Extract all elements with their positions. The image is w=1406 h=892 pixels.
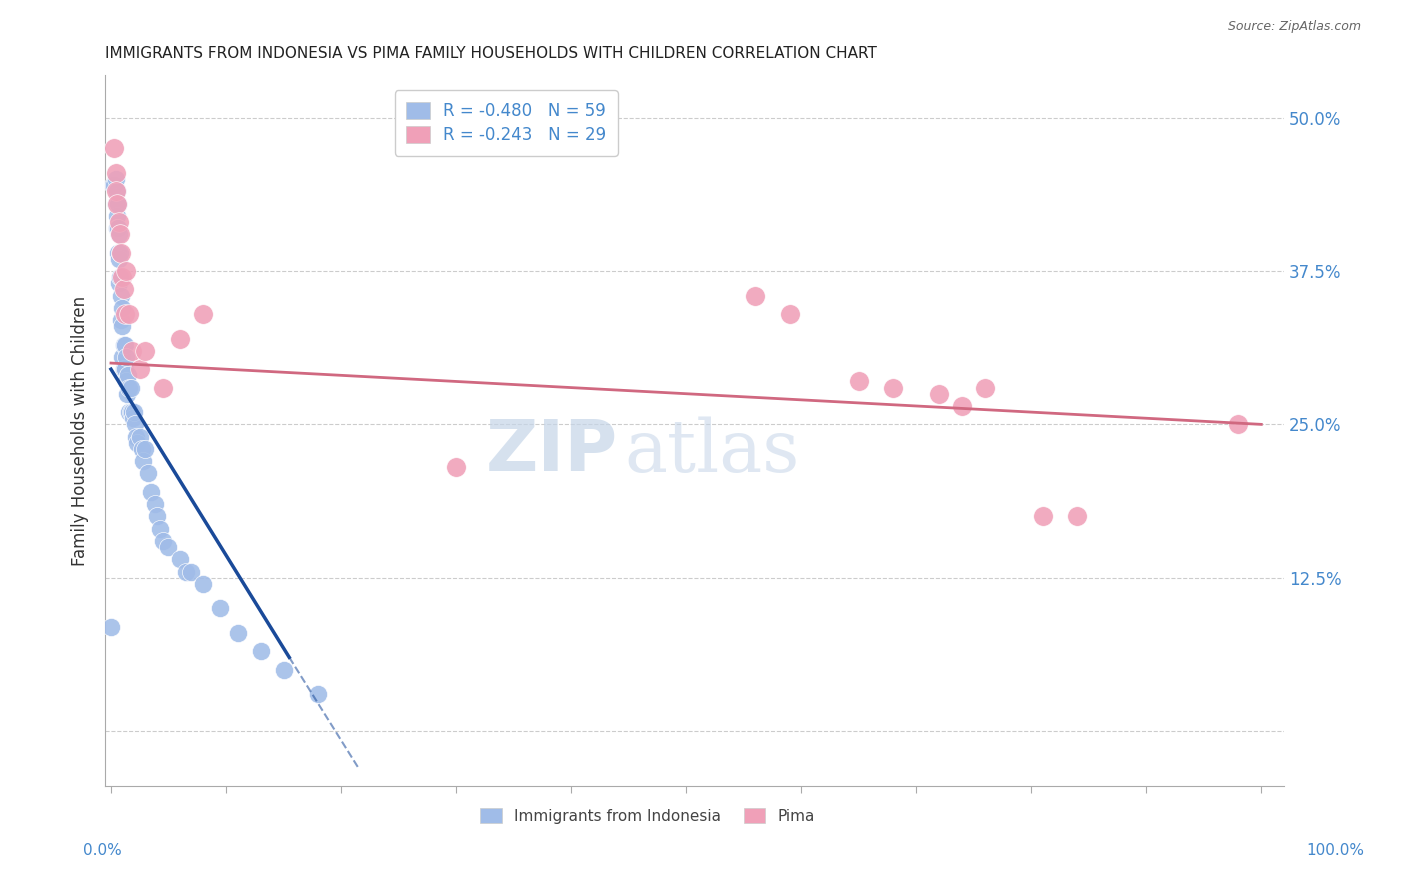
Text: 100.0%: 100.0% bbox=[1306, 843, 1365, 858]
Point bbox=[100, 620, 122, 634]
Point bbox=[108, 277, 131, 291]
Point bbox=[149, 522, 172, 536]
Point bbox=[209, 601, 232, 615]
Point bbox=[928, 386, 950, 401]
Point bbox=[127, 435, 149, 450]
Point bbox=[115, 264, 138, 278]
Point bbox=[124, 417, 146, 432]
Point bbox=[169, 552, 191, 566]
Point bbox=[125, 430, 148, 444]
Point bbox=[121, 405, 143, 419]
Point bbox=[104, 172, 127, 186]
Point bbox=[110, 313, 132, 327]
Point bbox=[157, 540, 180, 554]
Point bbox=[111, 270, 134, 285]
Point bbox=[120, 405, 142, 419]
Point bbox=[143, 497, 166, 511]
Point bbox=[114, 307, 136, 321]
Point bbox=[108, 252, 131, 266]
Point bbox=[128, 430, 150, 444]
Point bbox=[134, 343, 156, 358]
Point bbox=[882, 381, 904, 395]
Point bbox=[121, 411, 143, 425]
Point bbox=[152, 533, 174, 548]
Point bbox=[121, 343, 143, 358]
Point bbox=[848, 375, 870, 389]
Point bbox=[117, 368, 139, 383]
Point bbox=[103, 178, 125, 193]
Point bbox=[128, 362, 150, 376]
Point bbox=[105, 209, 128, 223]
Point bbox=[110, 245, 132, 260]
Point bbox=[134, 442, 156, 456]
Text: Source: ZipAtlas.com: Source: ZipAtlas.com bbox=[1227, 20, 1361, 33]
Point bbox=[107, 221, 129, 235]
Point bbox=[105, 221, 128, 235]
Point bbox=[107, 245, 129, 260]
Point bbox=[122, 405, 145, 419]
Point bbox=[141, 484, 163, 499]
Point bbox=[191, 307, 214, 321]
Point bbox=[104, 196, 127, 211]
Text: ZIP: ZIP bbox=[486, 417, 619, 486]
Point bbox=[105, 196, 128, 211]
Point bbox=[114, 362, 136, 376]
Point bbox=[180, 565, 202, 579]
Point bbox=[146, 509, 169, 524]
Point bbox=[110, 288, 132, 302]
Point bbox=[104, 166, 127, 180]
Point bbox=[111, 301, 134, 315]
Point bbox=[115, 350, 138, 364]
Point bbox=[111, 350, 134, 364]
Point bbox=[108, 227, 131, 242]
Legend: Immigrants from Indonesia, Pima: Immigrants from Indonesia, Pima bbox=[474, 802, 821, 830]
Point bbox=[136, 467, 159, 481]
Point bbox=[118, 405, 141, 419]
Point bbox=[1066, 509, 1088, 524]
Point bbox=[152, 381, 174, 395]
Point bbox=[174, 565, 197, 579]
Y-axis label: Family Households with Children: Family Households with Children bbox=[72, 295, 89, 566]
Point bbox=[112, 362, 135, 376]
Point bbox=[118, 381, 141, 395]
Point bbox=[108, 215, 131, 229]
Text: 0.0%: 0.0% bbox=[83, 843, 122, 858]
Point bbox=[950, 399, 973, 413]
Point bbox=[118, 307, 141, 321]
Point bbox=[779, 307, 801, 321]
Point bbox=[1227, 417, 1250, 432]
Point bbox=[226, 625, 249, 640]
Point bbox=[307, 687, 329, 701]
Text: IMMIGRANTS FROM INDONESIA VS PIMA FAMILY HOUSEHOLDS WITH CHILDREN CORRELATION CH: IMMIGRANTS FROM INDONESIA VS PIMA FAMILY… bbox=[105, 46, 877, 62]
Point bbox=[115, 375, 138, 389]
Point bbox=[114, 337, 136, 351]
Point bbox=[107, 196, 129, 211]
Point bbox=[191, 576, 214, 591]
Text: atlas: atlas bbox=[624, 417, 800, 487]
Point bbox=[104, 185, 127, 199]
Point bbox=[111, 319, 134, 334]
Point bbox=[444, 460, 467, 475]
Point bbox=[120, 381, 142, 395]
Point bbox=[249, 644, 271, 658]
Point bbox=[108, 227, 131, 242]
Point bbox=[103, 178, 125, 193]
Point bbox=[974, 381, 997, 395]
Point bbox=[132, 454, 155, 468]
Point bbox=[169, 332, 191, 346]
Point bbox=[108, 270, 131, 285]
Point bbox=[105, 185, 128, 199]
Point bbox=[115, 386, 138, 401]
Point bbox=[744, 288, 766, 302]
Point bbox=[112, 283, 135, 297]
Point bbox=[108, 245, 131, 260]
Point bbox=[112, 337, 135, 351]
Point bbox=[131, 442, 153, 456]
Point bbox=[103, 141, 125, 155]
Point bbox=[273, 663, 295, 677]
Point bbox=[1032, 509, 1054, 524]
